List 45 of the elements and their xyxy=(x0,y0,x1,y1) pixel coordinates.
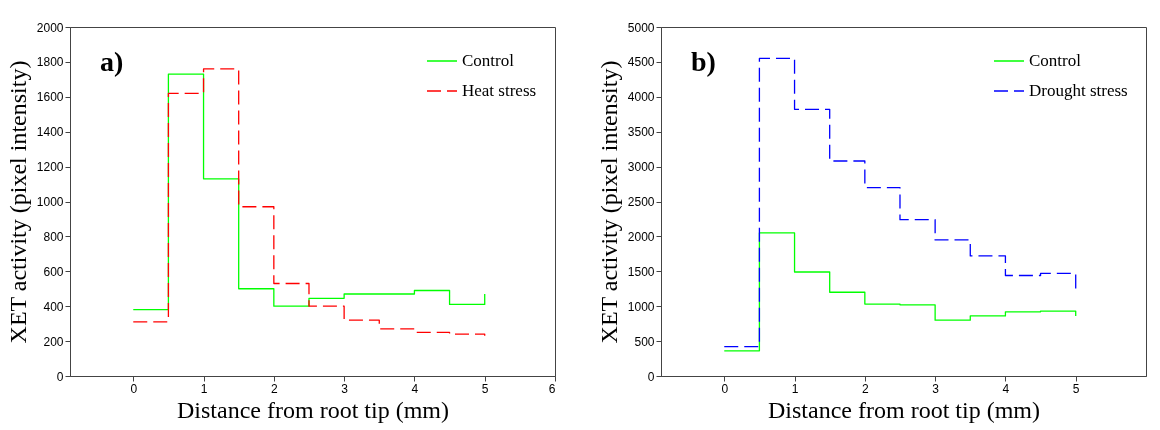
y-tick-label: 4000 xyxy=(627,90,655,105)
legend-label: Control xyxy=(462,51,515,70)
x-tick-label: 6 xyxy=(548,381,556,396)
y-tick-label: 0 xyxy=(647,369,655,384)
y-axis-title: XET activity (pixel intensity) xyxy=(4,60,31,344)
x-tick-label: 1 xyxy=(791,381,799,396)
y-tick-label: 200 xyxy=(43,334,64,349)
y-tick-label: 1200 xyxy=(36,160,64,175)
annotation: a) xyxy=(100,46,124,77)
y-tick-label: 1000 xyxy=(36,195,64,209)
y-tick-label: 2000 xyxy=(627,229,655,244)
x-tick-label: 2 xyxy=(271,381,278,396)
x-axis-title: Distance from root tip (mm) xyxy=(768,396,1040,423)
y-tick-label: 4500 xyxy=(627,55,655,70)
y-tick-label: 0 xyxy=(56,369,64,384)
y-tick-label: 400 xyxy=(43,299,64,314)
y-tick-label: 2500 xyxy=(627,195,655,209)
y-tick-label: 5000 xyxy=(627,20,655,35)
y-tick-label: 3500 xyxy=(627,125,655,140)
x-tick-label: 4 xyxy=(411,381,419,396)
y-tick-label: 1600 xyxy=(36,90,64,105)
y-tick-label: 1400 xyxy=(36,125,64,140)
x-tick-label: 1 xyxy=(200,381,208,396)
y-tick-label: 600 xyxy=(43,264,64,279)
y-axis-title: XET activity (pixel intensity) xyxy=(595,60,622,344)
x-tick-label: 0 xyxy=(130,381,138,396)
y-tick-label: 2000 xyxy=(36,20,64,35)
y-tick-label: 1000 xyxy=(627,299,655,314)
y-tick-label: 500 xyxy=(634,334,655,349)
legend-label: Control xyxy=(1029,51,1082,70)
legend-label: Heat stress xyxy=(462,81,537,100)
x-tick-label: 5 xyxy=(1072,381,1080,396)
x-axis-title: Distance from root tip (mm) xyxy=(177,396,449,423)
x-tick-label: 3 xyxy=(932,381,940,396)
legend-label: Drought stress xyxy=(1029,81,1128,100)
x-tick-label: 4 xyxy=(1002,381,1010,396)
y-tick-label: 1800 xyxy=(36,55,64,70)
y-tick-label: 1500 xyxy=(627,264,655,279)
x-tick-label: 5 xyxy=(481,381,489,396)
annotation: b) xyxy=(691,46,716,77)
y-tick-label: 800 xyxy=(43,229,64,244)
x-tick-label: 0 xyxy=(721,381,729,396)
y-tick-label: 3000 xyxy=(627,160,655,175)
x-tick-label: 3 xyxy=(341,381,349,396)
x-tick-label: 2 xyxy=(862,381,869,396)
